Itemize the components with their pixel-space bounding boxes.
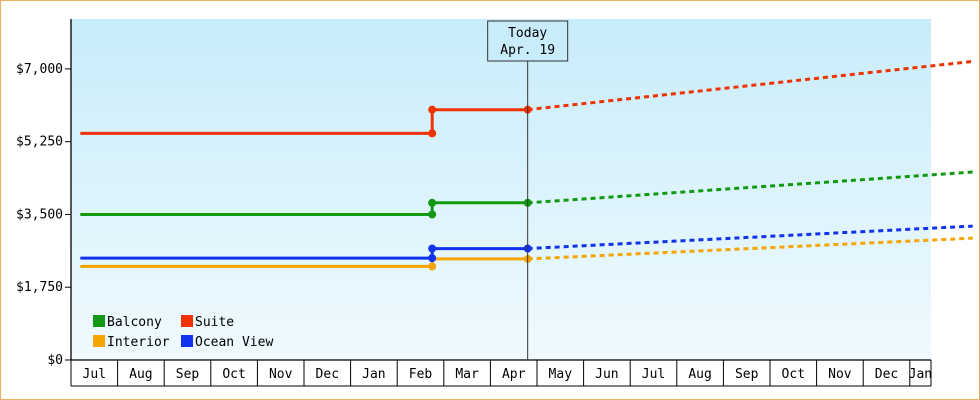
series-interior-forecast-line xyxy=(527,236,973,261)
series-ocean-view-point xyxy=(428,254,437,263)
x-tick-label: Nov xyxy=(828,367,852,382)
series-balcony-point xyxy=(428,198,437,207)
x-tick-label: Nov xyxy=(269,367,293,382)
series-ocean-view-point xyxy=(428,244,437,253)
plot-background xyxy=(71,19,931,360)
x-tick-label: Dec xyxy=(316,367,339,382)
today-label-title: Today xyxy=(508,26,547,41)
series-ocean-view-forecast-line xyxy=(527,224,973,251)
x-tick-label: Mar xyxy=(455,367,479,382)
x-tick-label: May xyxy=(549,367,573,382)
x-tick-label: Oct xyxy=(782,367,805,382)
x-tick-label: Jan xyxy=(909,367,932,382)
x-tick-label: Feb xyxy=(409,367,433,382)
y-tick-label: $0 xyxy=(47,353,63,368)
legend-swatch-suite xyxy=(181,315,193,327)
x-tick-label: Jun xyxy=(595,367,618,382)
y-tick-label: $3,500 xyxy=(16,207,63,222)
legend-label-interior: Interior xyxy=(107,335,170,350)
x-tick-label: Jul xyxy=(642,367,665,382)
x-tick-label: Aug xyxy=(688,367,711,382)
series-balcony-actual-line xyxy=(80,201,528,216)
series-ocean-view-actual-line xyxy=(80,247,528,260)
legend-swatch-interior xyxy=(93,335,105,347)
today-label-box xyxy=(487,20,569,62)
x-tick-label: Sep xyxy=(735,367,759,382)
legend-swatch-ocean-view xyxy=(181,335,193,347)
x-tick-label: Apr xyxy=(502,367,526,382)
x-tick-label: Oct xyxy=(222,367,245,382)
series-balcony-point xyxy=(428,210,437,219)
series-suite-actual-line xyxy=(80,108,528,135)
x-tick-label: Jan xyxy=(362,367,385,382)
legend-swatch-balcony xyxy=(93,315,105,327)
x-tick-label: Sep xyxy=(176,367,200,382)
y-tick-label: $5,250 xyxy=(16,135,63,150)
x-tick-label: Jul xyxy=(83,367,106,382)
series-suite-point xyxy=(428,129,437,138)
today-label-date: Apr. 19 xyxy=(500,43,555,58)
legend-label-suite: Suite xyxy=(195,315,234,330)
legend-label-ocean-view: Ocean View xyxy=(195,335,273,350)
series-balcony-forecast-line xyxy=(527,170,973,205)
y-tick-label: $1,750 xyxy=(16,280,63,295)
legend-label-balcony: Balcony xyxy=(107,315,162,330)
x-tick-label: Dec xyxy=(875,367,898,382)
series-suite-point xyxy=(428,105,437,114)
x-tick-label: Aug xyxy=(129,367,152,382)
series-suite-forecast-line xyxy=(527,59,973,112)
y-tick-label: $7,000 xyxy=(16,62,63,77)
series-interior-point xyxy=(428,262,437,271)
